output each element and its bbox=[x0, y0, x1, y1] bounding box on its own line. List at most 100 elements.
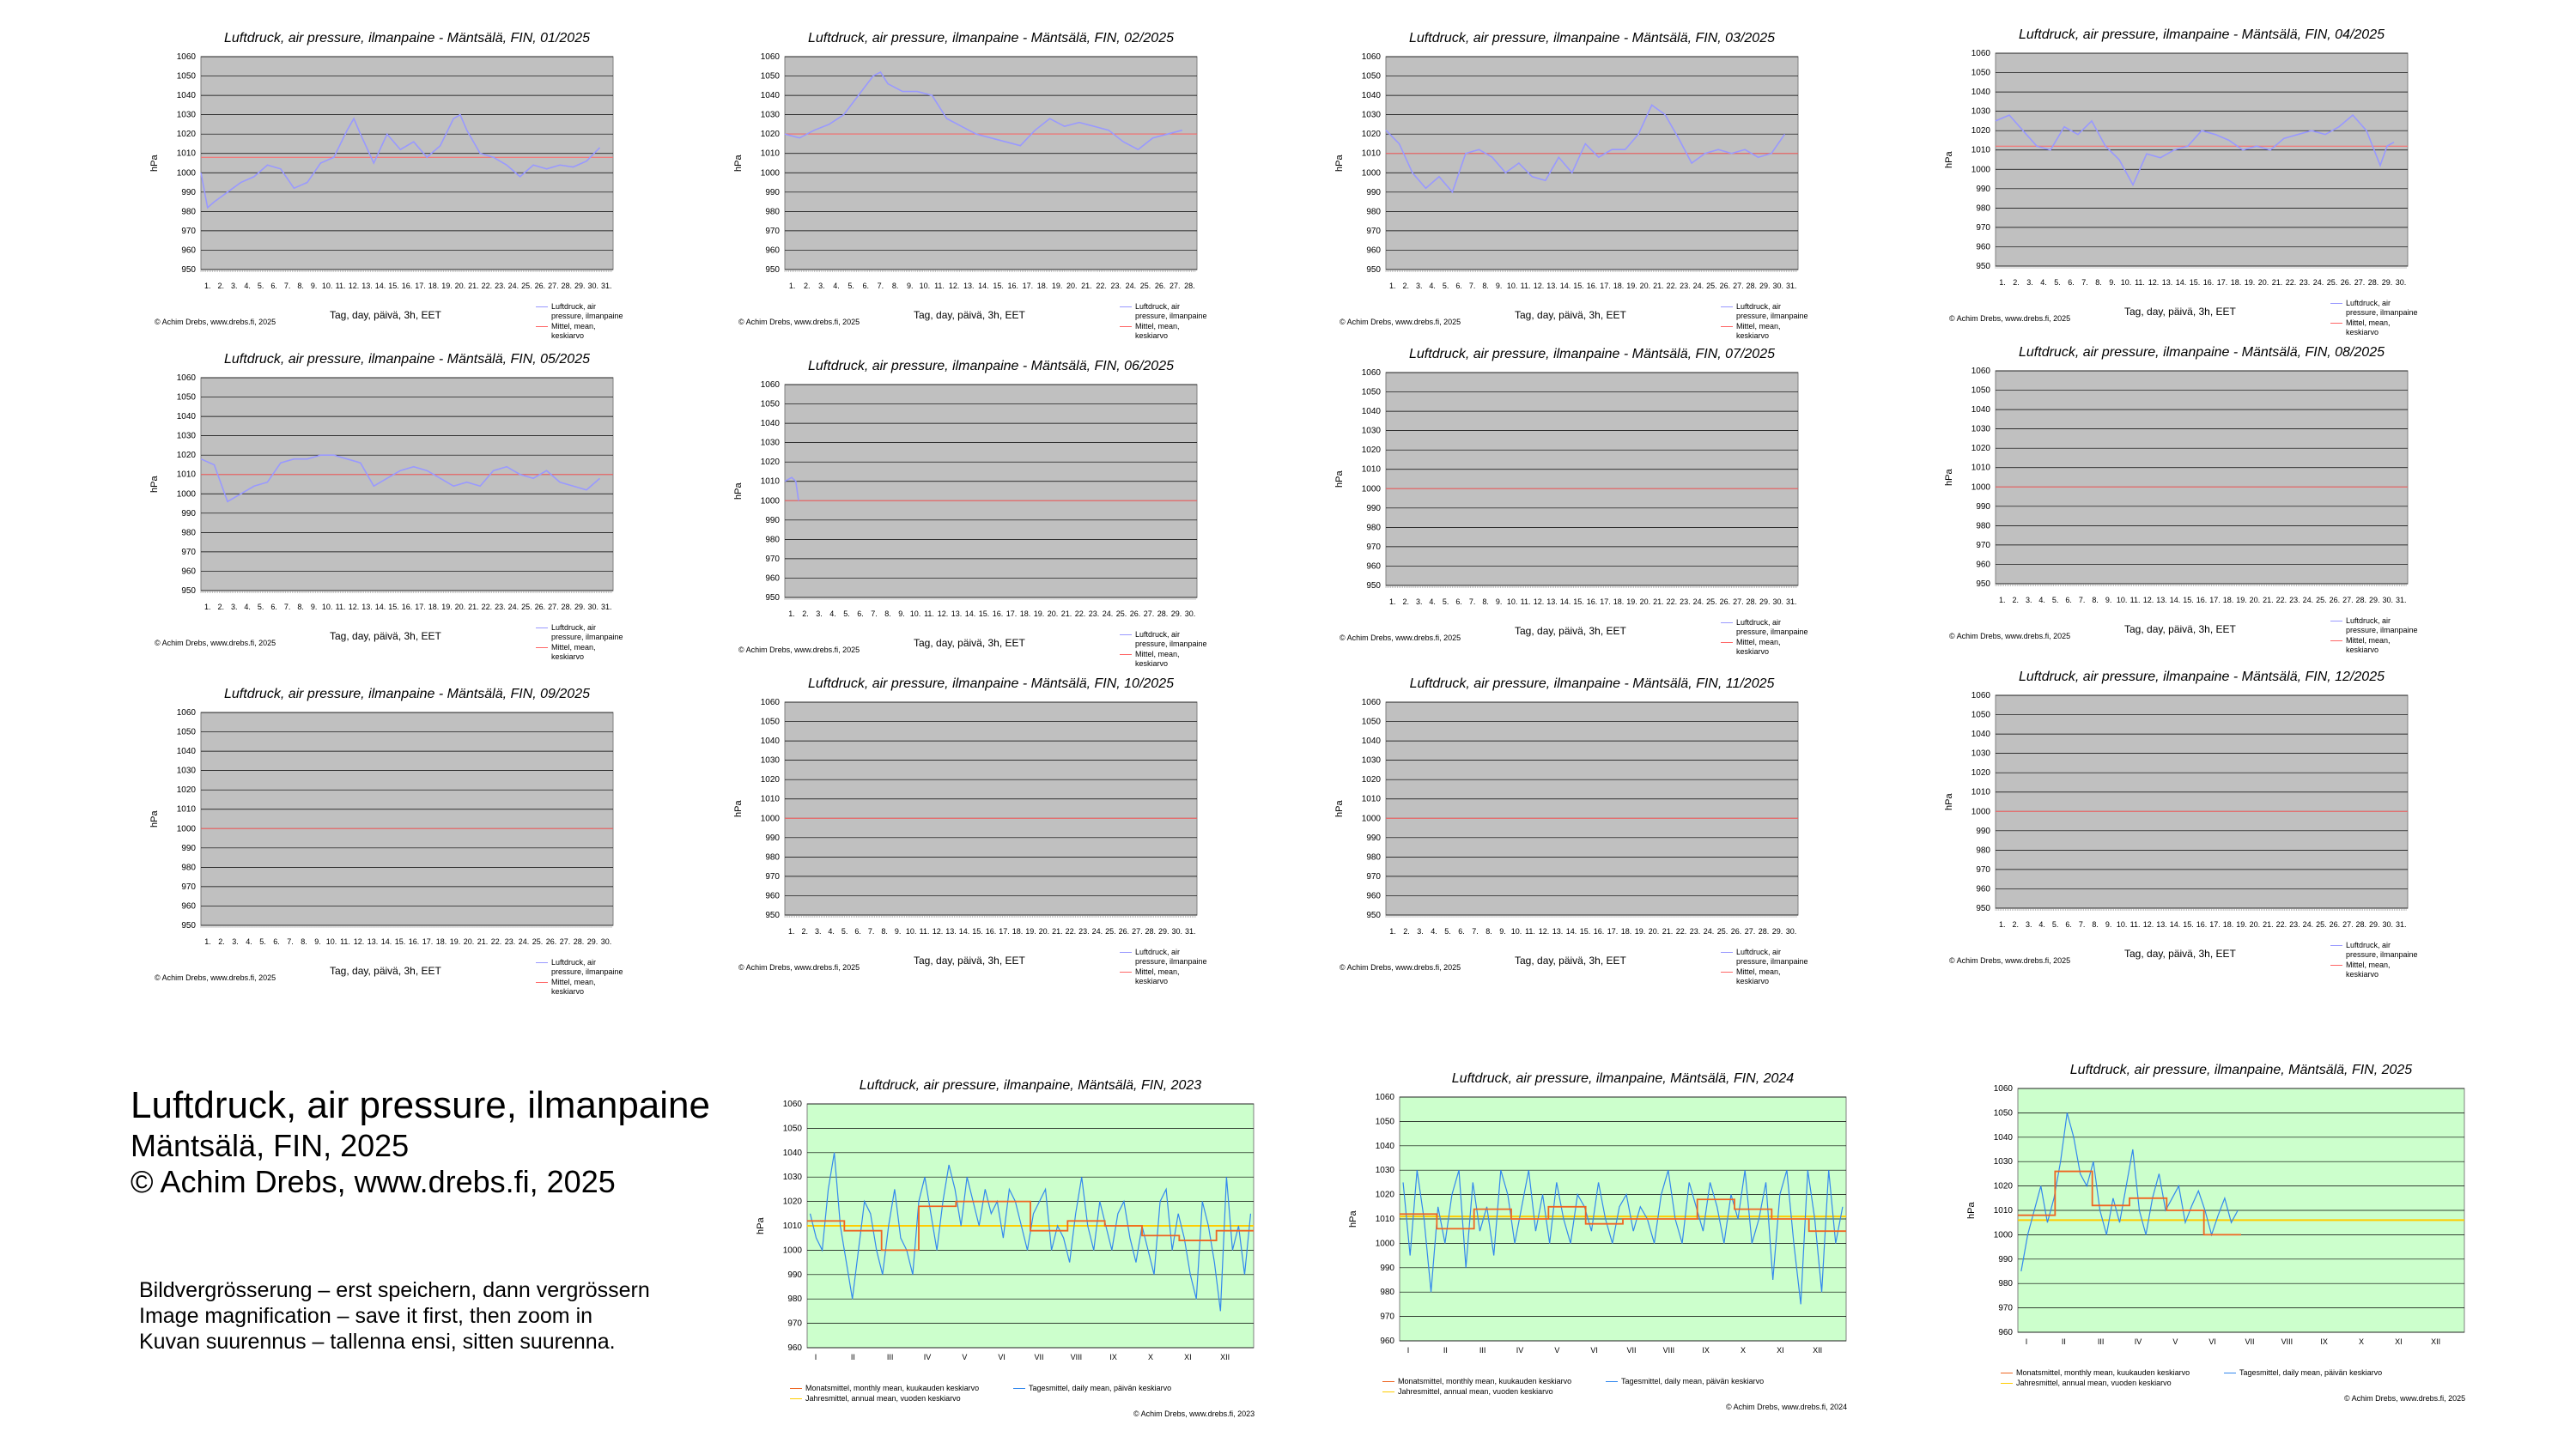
y-tick-label: 1030 bbox=[1362, 111, 1382, 120]
legend: Luftdruck, air pressure, ilmanpaine Mitte… bbox=[1120, 948, 1212, 987]
x-tick-label: 30. bbox=[588, 282, 599, 290]
y-tick-label: 1020 bbox=[1376, 1191, 1395, 1200]
x-tick-label: XI bbox=[1184, 1353, 1192, 1361]
y-tick-label: 1060 bbox=[1971, 367, 1991, 376]
y-tick-label: 1040 bbox=[177, 91, 197, 100]
legend-label: Jahresmittel, annual mean, vuoden keskia… bbox=[805, 1394, 961, 1403]
x-tick-label: 12. bbox=[949, 282, 960, 290]
y-tick-label: 1020 bbox=[761, 458, 781, 467]
x-tick-label: 12. bbox=[354, 937, 365, 946]
x-tick-label: 22. bbox=[1075, 609, 1086, 618]
y-tick-label: 980 bbox=[765, 535, 780, 544]
x-tick-label: 16. bbox=[1587, 282, 1598, 290]
copyright: © Achim Drebs, www.drebs.fi, 2025 bbox=[155, 639, 276, 647]
x-tick-label: 6. bbox=[2065, 596, 2072, 604]
legend: Luftdruck, air pressure, ilmanpaine Mitte… bbox=[1721, 618, 1814, 658]
legend-item: Luftdruck, air pressure, ilmanpaine bbox=[536, 958, 629, 977]
y-axis-label: hPa bbox=[1334, 470, 1345, 488]
y-tick-label: 1010 bbox=[783, 1222, 803, 1231]
x-tick-label: 25. bbox=[1105, 927, 1116, 936]
y-tick-label: 970 bbox=[1366, 543, 1381, 552]
intro-title-line2: Mäntsälä, FIN, 2025 bbox=[131, 1128, 410, 1163]
legend-item: Mittel, mean, keskiarvo bbox=[1120, 967, 1212, 986]
y-tick-label: 990 bbox=[1998, 1255, 2013, 1264]
legend-item: Mittel, mean, keskiarvo bbox=[1721, 322, 1814, 341]
x-tick-label: 13. bbox=[1546, 282, 1558, 290]
y-tick-label: 1040 bbox=[1971, 88, 1991, 97]
x-tick-label: 28. bbox=[1145, 927, 1157, 936]
legend-swatch bbox=[790, 1398, 802, 1400]
legend-mean-swatch bbox=[536, 982, 548, 983]
y-tick-label: 1010 bbox=[1376, 1215, 1395, 1224]
legend-label: Tagesmittel, daily mean, päivän keskiarv… bbox=[1621, 1377, 1765, 1385]
x-tick-label: 19. bbox=[1034, 609, 1045, 618]
x-tick-label: 26. bbox=[1130, 609, 1141, 618]
x-tick-label: 25. bbox=[2316, 596, 2327, 604]
x-tick-label: 13. bbox=[963, 282, 975, 290]
x-tick-label: 24. bbox=[1126, 282, 1137, 290]
y-tick-label: 1000 bbox=[177, 168, 197, 178]
plot-background bbox=[1385, 372, 1799, 586]
x-tick-label: 13. bbox=[361, 603, 373, 611]
x-tick-label: 22. bbox=[2276, 596, 2287, 604]
x-tick-label: 2. bbox=[1402, 282, 1409, 290]
x-tick-label: 29. bbox=[2369, 920, 2380, 929]
x-tick-label: 28. bbox=[1157, 609, 1169, 618]
x-tick-label: 13. bbox=[2162, 278, 2173, 287]
legend-item: Luftdruck, air pressure, ilmanpaine bbox=[1721, 302, 1814, 321]
x-tick-label: 11. bbox=[920, 927, 930, 936]
x-tick-label: 3. bbox=[1417, 927, 1424, 936]
y-tick-label: 1040 bbox=[1376, 1142, 1395, 1151]
x-tick-label: 12. bbox=[349, 603, 360, 611]
x-tick-label: 23. bbox=[495, 603, 506, 611]
y-tick-label: 970 bbox=[181, 882, 196, 892]
x-tick-label: 25. bbox=[1706, 597, 1717, 606]
x-tick-label: XI bbox=[2395, 1337, 2403, 1346]
x-tick-label: 26. bbox=[546, 937, 557, 946]
legend-item: Mittel, mean, keskiarvo bbox=[1120, 322, 1212, 341]
x-tick-label: 11. bbox=[1525, 927, 1535, 936]
legend-mean-swatch bbox=[1120, 654, 1132, 655]
y-tick-label: 960 bbox=[181, 246, 196, 255]
y-tick-label: 1050 bbox=[1362, 388, 1382, 397]
y-tick-label: 1020 bbox=[177, 451, 197, 460]
y-tick-label: 1010 bbox=[177, 805, 197, 815]
y-tick-label: 980 bbox=[1976, 521, 1990, 530]
y-tick-label: 1060 bbox=[177, 52, 197, 62]
daily-mean-line bbox=[809, 1152, 1252, 1312]
plot-background bbox=[200, 712, 614, 926]
y-tick-label: 1020 bbox=[1994, 1182, 2014, 1191]
copyright: © Achim Drebs, www.drebs.fi, 2025 bbox=[1949, 632, 2071, 640]
y-tick-label: 980 bbox=[1976, 846, 1990, 855]
x-tick-label: 10. bbox=[1507, 282, 1518, 290]
x-tick-label: 10. bbox=[906, 927, 917, 936]
y-tick-label: 1060 bbox=[177, 708, 197, 718]
x-tick-label: VIII bbox=[1663, 1346, 1675, 1355]
pressure-series-line bbox=[784, 476, 799, 501]
x-tick-label: 19. bbox=[2236, 920, 2247, 929]
y-tick-label: 990 bbox=[1976, 185, 1990, 194]
x-tick-label: 15. bbox=[2183, 920, 2194, 929]
x-tick-label: 30. bbox=[588, 603, 599, 611]
x-tick-label: 25. bbox=[1116, 609, 1127, 618]
legend-item: Mittel, mean, keskiarvo bbox=[1721, 967, 1814, 986]
x-tick-label: 10. bbox=[2121, 278, 2132, 287]
x-tick-label: 9. bbox=[2109, 278, 2116, 287]
y-tick-label: 960 bbox=[787, 1343, 802, 1353]
x-tick-label: 14. bbox=[959, 927, 970, 936]
y-tick-label: 950 bbox=[765, 911, 780, 920]
x-tick-label: 31. bbox=[2396, 920, 2407, 929]
x-tick-label: 3. bbox=[2026, 278, 2033, 287]
x-tick-label: 21. bbox=[477, 937, 489, 946]
x-tick-label: 17. bbox=[2217, 278, 2228, 287]
intro-title-line1: Luftdruck, air pressure, ilmanpaine bbox=[131, 1084, 710, 1126]
x-tick-label: 8. bbox=[881, 927, 888, 936]
x-tick-label: 10. bbox=[2117, 596, 2128, 604]
x-tick-label: 12. bbox=[938, 609, 949, 618]
y-tick-label: 1030 bbox=[177, 432, 197, 441]
x-tick-label: 7. bbox=[2081, 278, 2088, 287]
x-tick-label: 6. bbox=[857, 609, 864, 618]
legend-mean-swatch bbox=[1120, 972, 1132, 973]
legend-mean-swatch bbox=[1721, 326, 1733, 327]
y-tick-label: 950 bbox=[1976, 904, 1990, 913]
